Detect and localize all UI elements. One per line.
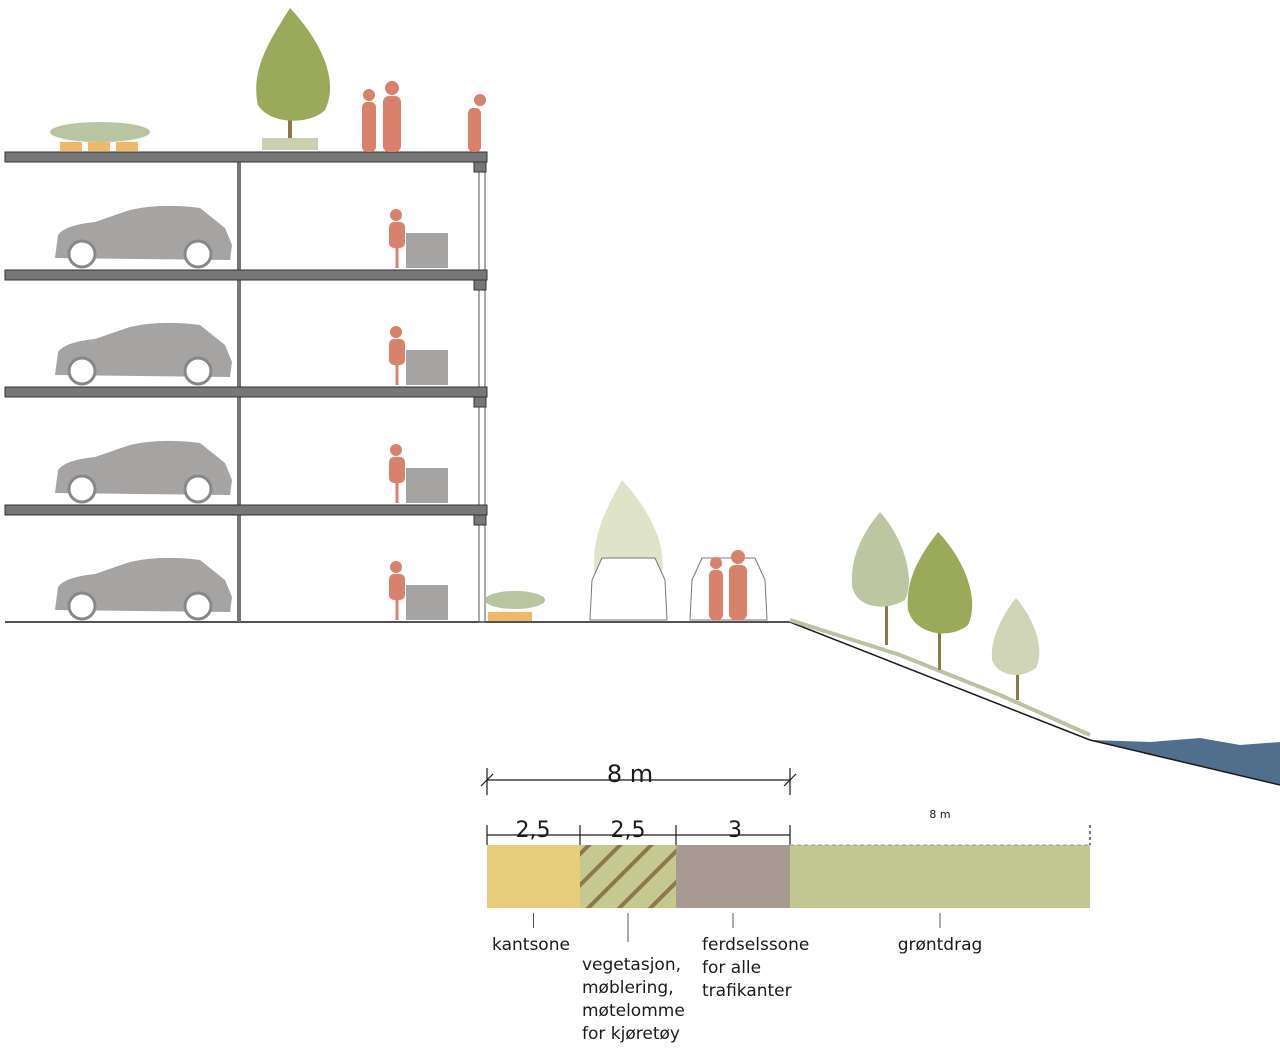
page: 8 m 2,5 kantsone 2,5 vegetasjon, møblering, m…	[0, 0, 1280, 1055]
wheel	[69, 241, 95, 267]
zone-width: 3	[728, 818, 742, 843]
zone-label: trafikanter	[702, 981, 792, 1001]
zone-label: kantsone	[492, 935, 570, 955]
grass	[262, 138, 318, 150]
wheel	[69, 358, 95, 384]
desk	[406, 585, 448, 620]
zone-width: 2,5	[516, 818, 551, 843]
wheel	[185, 593, 211, 619]
slab	[5, 387, 487, 397]
zone-label: grøntdrag	[898, 935, 983, 955]
dimension	[481, 768, 1090, 845]
dimension-label: 8 m	[607, 760, 653, 788]
zone-label: møtelomme	[582, 1001, 685, 1021]
desk	[406, 468, 448, 503]
zone-label: vegetasjon,	[582, 955, 681, 975]
zone-label: for kjøretøy	[582, 1024, 680, 1044]
person-body	[389, 574, 405, 600]
slab	[5, 270, 487, 280]
slab	[5, 505, 487, 515]
slab	[5, 152, 487, 162]
section-drawing: 8 m 2,5 kantsone 2,5 vegetasjon, møblering, m…	[0, 0, 1280, 1055]
desk	[406, 350, 448, 385]
people	[362, 81, 486, 152]
person-head	[390, 326, 402, 338]
person-body	[389, 222, 405, 248]
wheel	[185, 358, 211, 384]
zone-bar	[580, 845, 676, 908]
slab-edge	[474, 515, 486, 525]
wheel	[69, 593, 95, 619]
person-body	[389, 339, 405, 365]
person-head	[390, 444, 402, 456]
zone-bar	[487, 845, 580, 908]
wheel	[69, 476, 95, 502]
desk	[406, 233, 448, 268]
zone-label: møblering,	[582, 978, 674, 998]
slab-edge	[474, 162, 486, 172]
tree	[256, 8, 330, 121]
zone-width: 8 m	[929, 808, 950, 821]
slab-edge	[474, 280, 486, 290]
zone-label: ferdselssone	[702, 935, 809, 955]
building	[5, 152, 487, 620]
wheel	[185, 241, 211, 267]
zone-bar	[676, 845, 790, 908]
person-head	[390, 561, 402, 573]
person-head	[390, 209, 402, 221]
zone-label: for alle	[702, 958, 761, 978]
person-body	[389, 457, 405, 483]
zones: 2,5 kantsone 2,5 vegetasjon, møblering, møtel…	[487, 808, 1090, 1044]
zone-bar	[790, 845, 1090, 908]
zone-width: 2,5	[611, 818, 646, 843]
wheel	[185, 476, 211, 502]
slab-edge	[474, 397, 486, 407]
